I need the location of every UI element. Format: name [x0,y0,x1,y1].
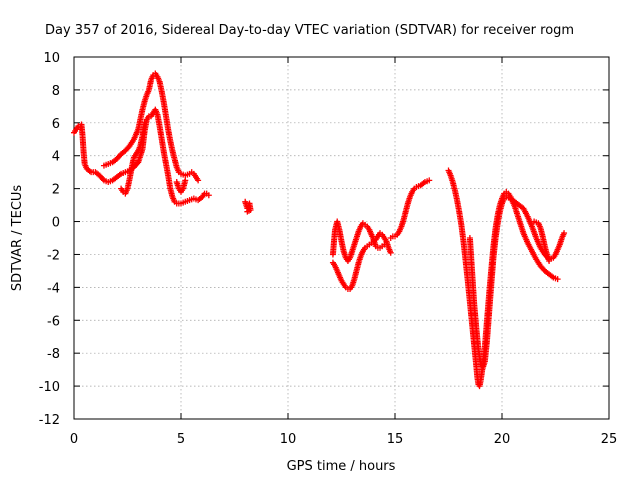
y-tick-label: 2 [52,183,60,198]
y-tick-label: 4 [52,150,60,165]
data-point [182,177,189,184]
y-tick-label: -12 [39,413,60,428]
y-tick-label: 0 [52,216,60,231]
y-axis-title: SDTVAR / TECUs [10,185,25,292]
x-tick-label: 25 [601,432,618,447]
grid [74,57,609,419]
data-point [205,192,212,199]
data-point [141,119,148,126]
data-point [387,249,394,256]
y-tick-label: -10 [39,380,60,395]
data-point [426,177,433,184]
y-tick-label: 10 [43,51,60,66]
y-tick-label: -2 [47,248,60,263]
y-tick-label: -8 [47,347,60,362]
data-points [71,70,568,390]
chart-title: Day 357 of 2016, Sidereal Day-to-day VTE… [45,23,574,38]
y-tick-label: -6 [47,314,60,329]
y-tick-label: -4 [47,281,60,296]
data-point [195,177,202,184]
x-tick-label: 20 [494,432,511,447]
x-tick-label: 15 [387,432,404,447]
plot-frame [73,56,610,420]
y-tick-label: 8 [52,84,60,99]
y-tick-label: 6 [52,117,60,132]
data-point [561,230,568,237]
x-tick-label: 0 [70,432,78,447]
data-point [554,276,561,283]
x-tick-label: 10 [280,432,297,447]
x-axis-title: GPS time / hours [287,459,396,474]
data-point [546,258,553,265]
data-point [99,176,106,183]
x-tick-label: 5 [177,432,185,447]
data-point [244,208,251,215]
